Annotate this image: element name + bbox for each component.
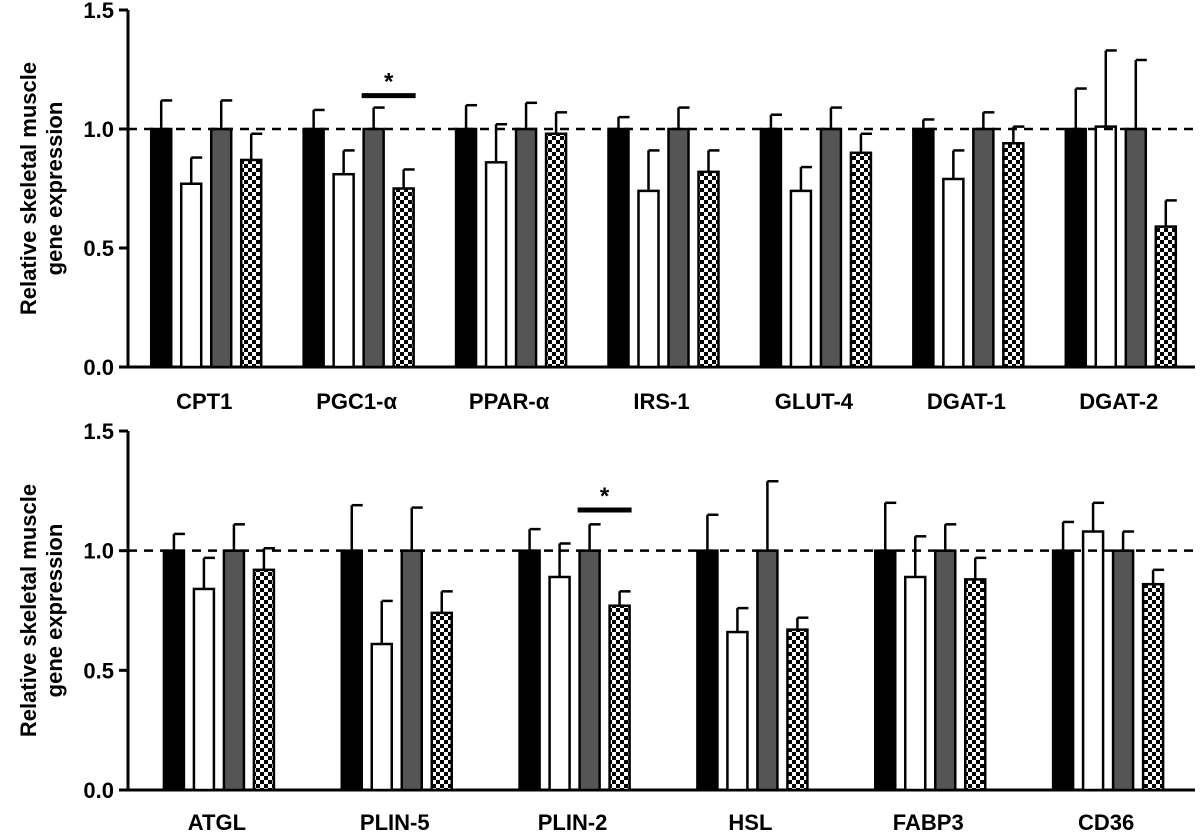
bar [1124,127,1148,369]
y-axis-label-line: Relative skeletal muscle [16,484,41,737]
bar [912,127,935,369]
top-chart-panel: 0.0 0.5 1.0 1.5 Relative skeletal musclegene… [16,0,1195,414]
bar [637,189,660,369]
y-tick-label: 0.0 [83,355,114,380]
bar [972,127,995,369]
bar [514,127,538,369]
category-label: PLIN-2 [538,810,608,834]
bar [667,127,690,369]
bar [1051,549,1075,792]
bar [1081,530,1105,792]
bar [756,549,779,792]
category-label: GLUT-4 [775,389,854,414]
bar [392,187,415,369]
bar [608,604,631,792]
bar [696,549,719,792]
bar [759,127,783,369]
category-label: IRS-1 [633,389,689,414]
bar [1002,142,1025,369]
bar [162,549,186,792]
bar [239,158,263,369]
bar [209,127,233,369]
category-label: CPT1 [176,389,232,414]
bar [222,549,246,792]
bar [786,628,809,792]
bar [1111,549,1135,792]
category-label: PGC1-α [316,389,397,414]
bar [874,549,897,792]
bar [430,611,453,792]
bar [1154,225,1178,369]
category-label: FABP3 [893,810,964,834]
y-axis-label-line: gene expression [42,102,67,276]
y-tick-label: 1.0 [83,117,114,142]
category-label: PLIN-5 [360,810,430,834]
bar [789,189,813,369]
bar [518,549,541,792]
bar [192,587,216,792]
bar [454,127,478,369]
category-label: HSL [728,810,772,834]
y-axis-label: Relative skeletal musclegene expression [16,62,67,315]
bar [849,151,873,369]
y-tick-label: 1.5 [83,0,114,23]
bar [149,127,173,369]
bar [400,549,423,792]
category-label: ATGL [188,810,246,834]
y-tick-label: 0.5 [83,658,114,683]
bar [332,172,355,369]
bar [697,170,720,369]
bar [607,127,630,369]
bar [302,127,325,369]
y-axis-label: Relative skeletal musclegene expression [16,484,67,737]
category-label: PPAR-α [469,389,550,414]
bar [252,568,276,792]
y-axis-label-line: gene expression [42,524,67,698]
category-label: DGAT-1 [927,389,1006,414]
y-tick-label: 0.5 [83,236,114,261]
bar [340,549,363,792]
bar [1141,582,1165,792]
bar [904,575,927,792]
bar [964,578,987,792]
category-label: DGAT-2 [1079,389,1158,414]
bar [544,132,568,369]
significance-label: * [384,69,394,96]
bar [179,182,203,369]
y-tick-label: 1.5 [83,419,114,444]
bar [726,630,749,792]
bar [1064,127,1088,369]
bar [370,642,393,792]
bar [548,575,571,792]
bar [362,127,385,369]
bar [578,549,601,792]
category-label: CD36 [1078,810,1134,834]
y-tick-label: 0.0 [83,778,114,803]
bar [934,549,957,792]
y-axis-label-line: Relative skeletal muscle [16,62,41,315]
significance-label: * [600,483,610,510]
y-tick-label: 1.0 [83,539,114,564]
bottom-chart-panel: 0.0 0.5 1.0 1.5 Relative skeletal musclegene… [16,419,1195,834]
bar [1094,125,1118,369]
bar [819,127,843,369]
bar [942,177,965,369]
bar [484,161,508,369]
